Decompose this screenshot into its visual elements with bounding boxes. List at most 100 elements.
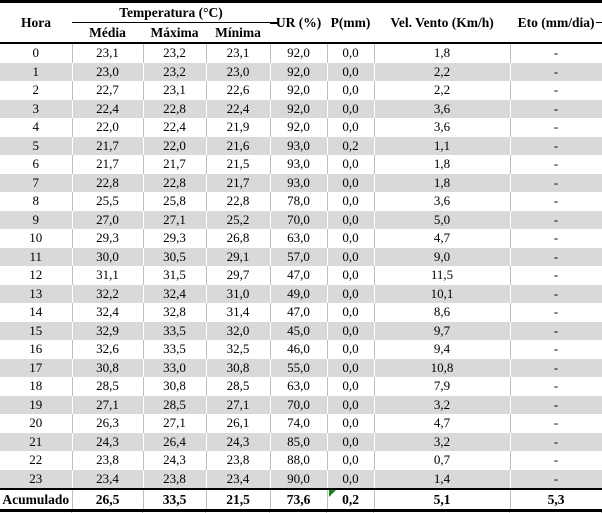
- cell-minima: 32,0: [206, 321, 271, 340]
- cell-minima: 22,6: [206, 81, 271, 100]
- cell-minima: 26,1: [206, 414, 271, 433]
- cell-ur: 49,0: [270, 284, 328, 303]
- cell-eto: -: [510, 229, 602, 248]
- cell-eto: -: [510, 358, 602, 377]
- cell-p: 0,0: [327, 303, 375, 322]
- col-header-media: Média: [72, 22, 143, 43]
- cell-ur: 93,0: [270, 173, 328, 192]
- cell-hora: 21: [0, 432, 73, 451]
- cell-minima: 21,6: [206, 136, 271, 155]
- cell-eto: -: [510, 192, 602, 211]
- cell-maxima: 30,5: [143, 247, 207, 266]
- cell-maxima: 31,5: [143, 266, 207, 285]
- table-row: 0 23,1 23,2 23,1 92,0 0,0 1,8-: [0, 43, 602, 63]
- cell-ur: 92,0: [270, 99, 328, 118]
- cell-p: 0,0: [327, 414, 375, 433]
- cell-hora: 12: [0, 266, 73, 285]
- cell-ur: 92,0: [270, 118, 328, 137]
- col-header-p: P(mm): [327, 1, 375, 43]
- cell-vento: 3,2: [374, 395, 511, 414]
- cell-hora: 17: [0, 358, 73, 377]
- cell-maxima: 29,3: [143, 229, 207, 248]
- cell-maxima: 30,8: [143, 377, 207, 396]
- cell-media: 32,6: [72, 340, 144, 359]
- cell-maxima: 21,7: [143, 155, 207, 174]
- cell-ur: 45,0: [270, 321, 328, 340]
- cell-hora: 8: [0, 192, 73, 211]
- cell-p: 0,0: [327, 62, 375, 81]
- cell-vento: 3,6: [374, 118, 511, 137]
- cell-maxima: 22,4: [143, 118, 207, 137]
- cell-p: 0,0: [327, 395, 375, 414]
- cell-ur: 47,0: [270, 266, 328, 285]
- cell-maxima: 22,8: [143, 99, 207, 118]
- table-row: 5 21,7 22,0 21,6 93,0 0,2 1,1-: [0, 136, 602, 155]
- cell-eto: -: [510, 155, 602, 174]
- cell-eto: -: [510, 173, 602, 192]
- cell-p: 0,0: [327, 43, 375, 63]
- table-row: 23 23,4 23,8 23,4 90,0 0,0 1,4-: [0, 469, 602, 489]
- cell-ur: 47,0: [270, 303, 328, 322]
- cell-ur: 90,0: [270, 469, 328, 489]
- cell-ur: 93,0: [270, 136, 328, 155]
- cell-media: 23,8: [72, 451, 144, 470]
- accumulated-media: 26,5: [72, 489, 144, 511]
- cell-p: 0,0: [327, 155, 375, 174]
- cell-hora: 13: [0, 284, 73, 303]
- cell-p: 0,0: [327, 321, 375, 340]
- cell-media: 32,9: [72, 321, 144, 340]
- table-row: 10 29,3 29,3 26,8 63,0 0,0 4,7-: [0, 229, 602, 248]
- table-row: 12 31,1 31,5 29,7 47,0 0,0 11,5-: [0, 266, 602, 285]
- cell-p: 0,0: [327, 358, 375, 377]
- cell-media: 32,4: [72, 303, 144, 322]
- cell-p: 0,0: [327, 173, 375, 192]
- cell-eto: -: [510, 395, 602, 414]
- cell-maxima: 26,4: [143, 432, 207, 451]
- cell-minima: 23,1: [206, 43, 271, 63]
- cell-vento: 10,1: [374, 284, 511, 303]
- cell-media: 27,0: [72, 210, 144, 229]
- cell-maxima: 27,1: [143, 414, 207, 433]
- cell-ur: 63,0: [270, 229, 328, 248]
- cell-minima: 22,4: [206, 99, 271, 118]
- cell-minima: 29,1: [206, 247, 271, 266]
- col-header-ur: UR (%): [270, 1, 328, 43]
- cell-eto: -: [510, 136, 602, 155]
- cell-eto: -: [510, 118, 602, 137]
- table-header: Hora Temperatura (°C) UR (%) P(mm) Vel. …: [0, 1, 602, 43]
- cell-ur: 93,0: [270, 155, 328, 174]
- cell-minima: 28,5: [206, 377, 271, 396]
- cell-vento: 3,6: [374, 192, 511, 211]
- cell-eto: -: [510, 43, 602, 63]
- cell-media: 30,0: [72, 247, 144, 266]
- cell-vento: 1,8: [374, 173, 511, 192]
- cell-minima: 21,5: [206, 155, 271, 174]
- accumulated-vento: 5,1: [374, 489, 511, 511]
- cell-minima: 21,9: [206, 118, 271, 137]
- cell-eto: -: [510, 321, 602, 340]
- cell-hora: 20: [0, 414, 73, 433]
- cell-eto: -: [510, 266, 602, 285]
- cell-eto: -: [510, 469, 602, 489]
- accumulated-minima: 21,5: [206, 489, 271, 511]
- cell-vento: 10,8: [374, 358, 511, 377]
- cell-maxima: 27,1: [143, 210, 207, 229]
- cell-eto: -: [510, 432, 602, 451]
- cell-hora: 4: [0, 118, 73, 137]
- table-row: 11 30,0 30,5 29,1 57,0 0,0 9,0-: [0, 247, 602, 266]
- col-header-maxima: Máxima: [143, 22, 206, 43]
- cell-hora: 6: [0, 155, 73, 174]
- table-row: 2 22,7 23,1 22,6 92,0 0,0 2,2-: [0, 81, 602, 100]
- table-row: 18 28,5 30,8 28,5 63,0 0,0 7,9-: [0, 377, 602, 396]
- cell-minima: 29,7: [206, 266, 271, 285]
- cell-eto: -: [510, 210, 602, 229]
- cell-p: 0,0: [327, 432, 375, 451]
- cell-p: 0,0: [327, 377, 375, 396]
- table-row: 19 27,1 28,5 27,1 70,0 0,0 3,2-: [0, 395, 602, 414]
- cell-media: 28,5: [72, 377, 144, 396]
- cell-media: 32,2: [72, 284, 144, 303]
- cell-media: 22,8: [72, 173, 144, 192]
- cell-media: 21,7: [72, 155, 144, 174]
